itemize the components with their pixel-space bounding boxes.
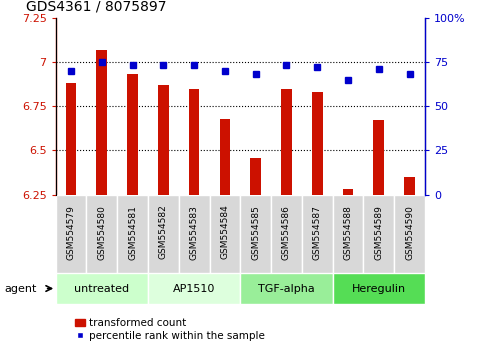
Bar [240, 273, 333, 304]
Text: GSM554584: GSM554584 [220, 205, 229, 259]
Text: GSM554582: GSM554582 [159, 205, 168, 259]
Bar [281, 88, 292, 195]
Bar [210, 195, 240, 273]
Bar [404, 177, 415, 195]
Bar [96, 50, 107, 195]
Text: GSM554583: GSM554583 [190, 205, 199, 259]
Text: TGF-alpha: TGF-alpha [258, 284, 315, 293]
Bar [56, 273, 148, 304]
Bar [240, 195, 271, 273]
Bar [394, 195, 425, 273]
Text: untreated: untreated [74, 284, 129, 293]
Bar [127, 74, 138, 195]
Bar [271, 195, 302, 273]
Legend: transformed count, percentile rank within the sample: transformed count, percentile rank withi… [71, 314, 269, 345]
Bar [333, 195, 364, 273]
Bar [302, 195, 333, 273]
Bar [250, 158, 261, 195]
Bar [117, 195, 148, 273]
Text: GSM554589: GSM554589 [374, 205, 384, 259]
Bar [373, 120, 384, 195]
Bar [312, 92, 323, 195]
Bar [148, 195, 179, 273]
Text: GSM554581: GSM554581 [128, 205, 137, 259]
Text: GSM554590: GSM554590 [405, 205, 414, 259]
Bar [66, 83, 76, 195]
Bar [342, 189, 354, 195]
Bar [86, 195, 117, 273]
Bar [56, 195, 86, 273]
Text: AP1510: AP1510 [173, 284, 215, 293]
Bar [364, 195, 394, 273]
Text: GSM554588: GSM554588 [343, 205, 353, 259]
Bar [158, 85, 169, 195]
Text: GSM554586: GSM554586 [282, 205, 291, 259]
Text: Heregulin: Heregulin [352, 284, 406, 293]
Text: GSM554580: GSM554580 [97, 205, 106, 259]
Text: GSM554587: GSM554587 [313, 205, 322, 259]
Bar [219, 119, 230, 195]
Text: GSM554579: GSM554579 [67, 205, 75, 259]
Bar [179, 195, 210, 273]
Bar [148, 273, 241, 304]
Bar [333, 273, 425, 304]
Text: GSM554585: GSM554585 [251, 205, 260, 259]
Text: GDS4361 / 8075897: GDS4361 / 8075897 [26, 0, 167, 14]
Bar [189, 88, 199, 195]
Text: agent: agent [5, 284, 37, 293]
